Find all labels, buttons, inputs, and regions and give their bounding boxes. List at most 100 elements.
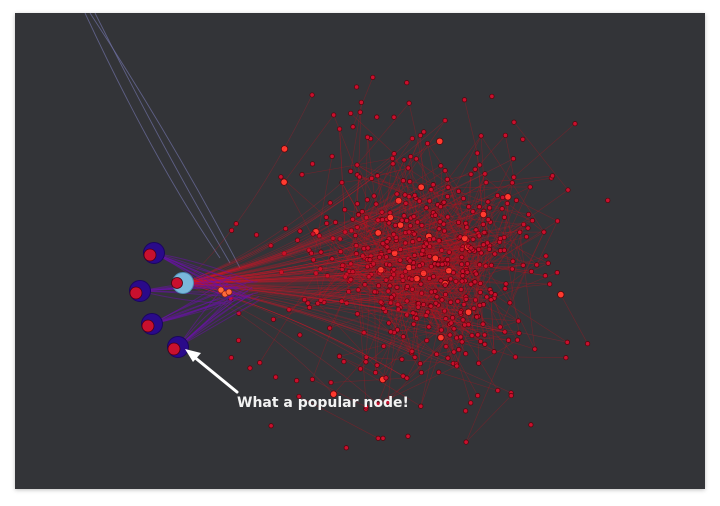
- edge: [410, 217, 418, 279]
- graph-node: [464, 261, 470, 267]
- graph-node: [442, 308, 448, 314]
- graph-node: [477, 280, 483, 286]
- edge: [379, 256, 424, 274]
- edge: [505, 283, 550, 289]
- graph-node: [373, 201, 379, 207]
- graph-node: [308, 250, 314, 256]
- graph-node: [428, 187, 434, 193]
- edge: [284, 253, 351, 280]
- graph-node: [511, 174, 517, 180]
- edge: [421, 253, 467, 300]
- graph-node: [318, 249, 324, 255]
- edge: [358, 202, 444, 216]
- outlier-edge: [151, 290, 249, 325]
- graph-node: [521, 221, 527, 228]
- hub-edge: [182, 282, 378, 405]
- edge: [490, 299, 495, 352]
- graph-node: [399, 356, 405, 362]
- edge: [423, 195, 498, 255]
- graph-node: [404, 283, 410, 290]
- outlier-edge: [177, 299, 260, 348]
- graph-node: [310, 231, 316, 237]
- graph-node: [376, 283, 382, 289]
- edge: [425, 242, 480, 265]
- edge: [392, 246, 464, 299]
- graph-node: [354, 201, 360, 207]
- graph-node: [378, 299, 384, 305]
- graph-node: [324, 273, 330, 279]
- edge: [442, 203, 463, 258]
- graph-node: [374, 362, 380, 368]
- graph-node: [283, 226, 289, 232]
- edge: [444, 182, 487, 286]
- graph-node: [310, 257, 316, 263]
- graph-node: [353, 242, 359, 249]
- graph-node: [386, 213, 394, 222]
- graph-node: [487, 205, 493, 211]
- edge: [466, 174, 472, 273]
- graph-node: [481, 229, 487, 236]
- edge: [420, 214, 484, 285]
- edge: [392, 206, 469, 299]
- edge: [486, 175, 553, 183]
- edge: [343, 265, 445, 312]
- graph-node: [386, 220, 392, 226]
- graph-node: [352, 232, 358, 239]
- graph-node: [448, 276, 454, 282]
- graph-node: [489, 93, 495, 99]
- graph-node: [417, 361, 423, 367]
- graph-node: [387, 283, 393, 289]
- graph-node: [411, 231, 417, 237]
- graph-node: [572, 121, 578, 127]
- graph-node: [473, 271, 479, 277]
- hub-edge: [182, 158, 393, 284]
- graph-node: [516, 330, 522, 336]
- edge: [447, 216, 490, 247]
- edge: [312, 379, 367, 408]
- edge: [487, 197, 503, 203]
- graph-node: [502, 286, 508, 292]
- edge: [341, 182, 394, 275]
- graph-node: [438, 204, 444, 210]
- graph-node: [444, 176, 450, 182]
- edge: [379, 272, 452, 324]
- graph-node: [344, 300, 350, 306]
- graph-node: [488, 262, 494, 268]
- graph-node: [363, 215, 369, 221]
- hub-edge: [182, 206, 480, 284]
- graph-node: [391, 114, 397, 120]
- graph-node: [462, 322, 468, 328]
- graph-node: [426, 275, 432, 282]
- graph-node: [444, 193, 451, 200]
- graph-node: [436, 226, 442, 232]
- graph-node: [374, 114, 380, 120]
- edge: [377, 175, 383, 213]
- edge: [388, 322, 412, 353]
- edge: [430, 266, 479, 317]
- hub-edge: [182, 195, 415, 284]
- graph-node: [374, 173, 381, 179]
- graph-node: [391, 151, 397, 157]
- edge: [475, 241, 500, 274]
- edge: [308, 249, 366, 285]
- graph-node: [564, 339, 570, 345]
- edge: [350, 278, 437, 355]
- graph-node: [371, 193, 377, 199]
- edge: [412, 232, 445, 312]
- graph-node: [436, 238, 442, 244]
- edge: [410, 156, 459, 192]
- edge: [406, 300, 466, 354]
- edge: [273, 302, 325, 320]
- graph-node: [385, 399, 391, 405]
- edge: [358, 212, 391, 291]
- graph-node: [468, 171, 474, 177]
- graph-node: [414, 315, 420, 322]
- graph-node: [438, 278, 444, 284]
- edge: [382, 243, 412, 353]
- graph-node: [412, 192, 418, 198]
- edge: [447, 187, 533, 221]
- graph-node: [451, 349, 457, 355]
- graph-node: [526, 211, 532, 218]
- graph-node: [409, 286, 415, 292]
- graph-node: [364, 264, 370, 270]
